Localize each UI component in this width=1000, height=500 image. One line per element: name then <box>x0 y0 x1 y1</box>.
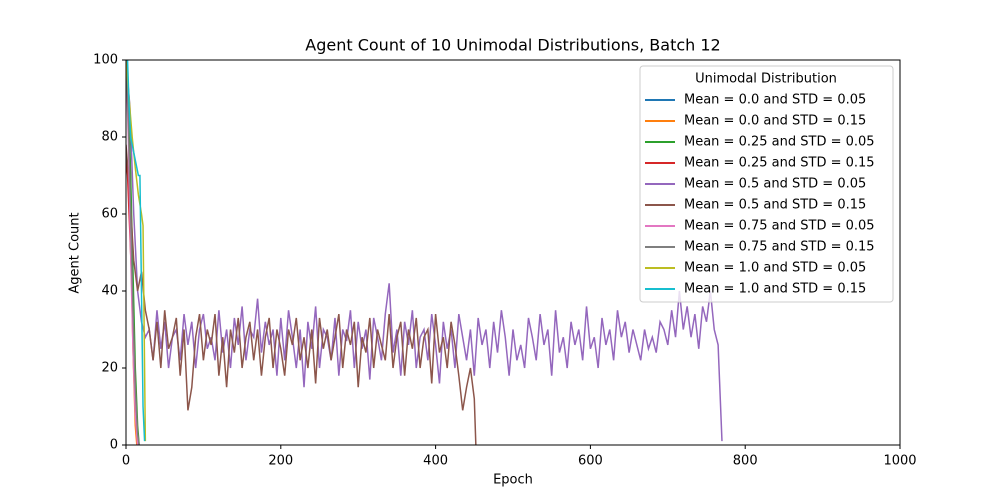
series-line <box>126 60 146 442</box>
plot-lines <box>126 60 723 445</box>
legend-box <box>639 65 894 303</box>
legend-label: Mean = 0.75 and STD = 0.05 <box>684 219 875 234</box>
y-tick-label: 0 <box>110 438 118 453</box>
series-line <box>126 60 147 442</box>
x-tick-label: 800 <box>733 454 758 469</box>
y-tick-label: 80 <box>101 130 118 145</box>
y-tick-label: 40 <box>101 284 118 299</box>
y-tick-label: 60 <box>101 207 118 222</box>
x-tick-label: 600 <box>578 454 603 469</box>
x-tick-label: 200 <box>268 454 293 469</box>
chart-title: Agent Count of 10 Unimodal Distributions… <box>305 36 720 55</box>
series-line <box>126 60 140 445</box>
legend-label: Mean = 0.5 and STD = 0.15 <box>684 198 866 213</box>
legend: Unimodal Distribution Mean = 0.0 and STD… <box>639 65 894 303</box>
legend-label: Mean = 0.0 and STD = 0.05 <box>684 93 866 108</box>
y-tick-label: 20 <box>101 361 118 376</box>
plot-frame <box>125 59 901 446</box>
x-tick-label: 400 <box>423 454 448 469</box>
x-axis-label: Epoch <box>493 473 533 488</box>
legend-label: Mean = 0.75 and STD = 0.15 <box>684 240 875 255</box>
series-line <box>126 144 477 445</box>
legend-label: Mean = 0.25 and STD = 0.05 <box>684 135 875 150</box>
legend-label: Mean = 0.25 and STD = 0.15 <box>684 156 875 171</box>
x-tick-label: 1000 <box>883 454 916 469</box>
legend-label: Mean = 1.0 and STD = 0.15 <box>684 282 866 297</box>
series-line <box>126 60 723 442</box>
x-tick-label: 0 <box>122 454 130 469</box>
legend-label: Mean = 0.0 and STD = 0.15 <box>684 114 866 129</box>
y-tick-label: 100 <box>93 53 118 68</box>
legend-label: Mean = 0.5 and STD = 0.05 <box>684 177 866 192</box>
legend-title: Unimodal Distribution <box>695 72 837 87</box>
y-axis-label: Agent Count <box>68 212 83 293</box>
legend-label: Mean = 1.0 and STD = 0.05 <box>684 261 866 276</box>
